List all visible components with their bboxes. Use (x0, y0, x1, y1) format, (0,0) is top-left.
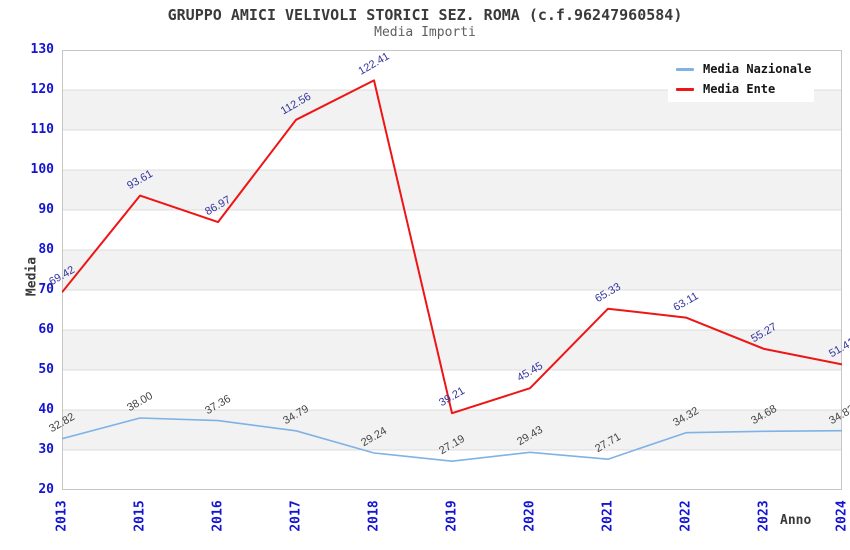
x-tick-label: 2024 (834, 500, 850, 532)
legend-swatch-ente-icon (676, 87, 694, 91)
x-axis-title: Anno (780, 513, 812, 528)
plot-area (62, 50, 842, 490)
legend-item-media-ente: Media Ente (676, 82, 814, 96)
x-tick-label: 2022 (678, 500, 694, 532)
y-tick-label: 70 (38, 282, 54, 297)
legend-label-nazionale: Media Nazionale (703, 62, 812, 76)
legend: Media Nazionale Media Ente (668, 56, 814, 102)
y-tick-label: 30 (38, 442, 54, 457)
x-tick-label: 2021 (600, 500, 616, 532)
x-tick-label: 2018 (366, 500, 382, 532)
y-tick-label: 40 (38, 402, 54, 417)
series-line-nazionale (62, 417, 842, 463)
y-tick-label: 60 (38, 322, 54, 337)
y-tick-label: 50 (38, 362, 54, 377)
x-tick-label: 2019 (444, 500, 460, 532)
legend-item-media-nazionale: Media Nazionale (676, 62, 814, 76)
x-tick-label: 2020 (522, 500, 538, 532)
y-tick-label: 100 (30, 162, 54, 177)
chart-subtitle: Media Importi (374, 25, 476, 40)
legend-swatch-nazionale-icon (676, 67, 694, 71)
x-tick-label: 2015 (132, 500, 148, 532)
y-tick-label: 20 (38, 482, 54, 497)
legend-label-ente: Media Ente (703, 82, 776, 96)
y-tick-label: 120 (30, 82, 54, 97)
y-tick-label: 110 (30, 122, 54, 137)
x-tick-label: 2013 (54, 500, 70, 532)
y-tick-label: 90 (38, 202, 54, 217)
y-tick-label: 80 (38, 242, 54, 257)
x-tick-label: 2023 (756, 500, 772, 532)
y-tick-label: 130 (30, 42, 54, 57)
x-tick-label: 2016 (210, 500, 226, 532)
series-line-ente (62, 79, 842, 415)
chart-title: GRUPPO AMICI VELIVOLI STORICI SEZ. ROMA … (167, 6, 683, 24)
x-tick-label: 2017 (288, 500, 304, 532)
